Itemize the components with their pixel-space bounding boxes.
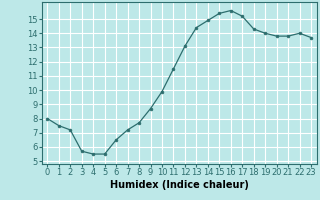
X-axis label: Humidex (Indice chaleur): Humidex (Indice chaleur) [110,180,249,190]
